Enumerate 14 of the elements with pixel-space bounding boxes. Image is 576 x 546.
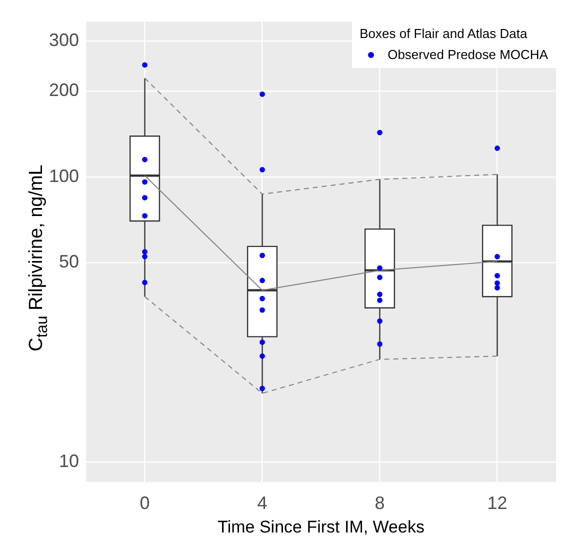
y-tick-label: 10 bbox=[59, 450, 80, 471]
x-tick-label: 12 bbox=[487, 492, 508, 513]
line-series bbox=[144, 296, 498, 394]
y-tick-label: 300 bbox=[48, 30, 80, 50]
y-tick-label: 100 bbox=[48, 166, 80, 186]
x-tick-label: 4 bbox=[257, 492, 268, 513]
legend-label: Observed Predose MOCHA bbox=[388, 47, 548, 62]
y-tick-label: 50 bbox=[59, 252, 80, 272]
y-tick-label: 200 bbox=[48, 80, 80, 100]
line-series bbox=[144, 78, 498, 195]
x-tick-label: 0 bbox=[140, 492, 150, 513]
x-axis-title: Time Since First IM, Weeks bbox=[218, 517, 424, 536]
legend-title: Boxes of Flair and Atlas Data bbox=[360, 26, 528, 41]
x-tick-label: 8 bbox=[374, 492, 385, 513]
